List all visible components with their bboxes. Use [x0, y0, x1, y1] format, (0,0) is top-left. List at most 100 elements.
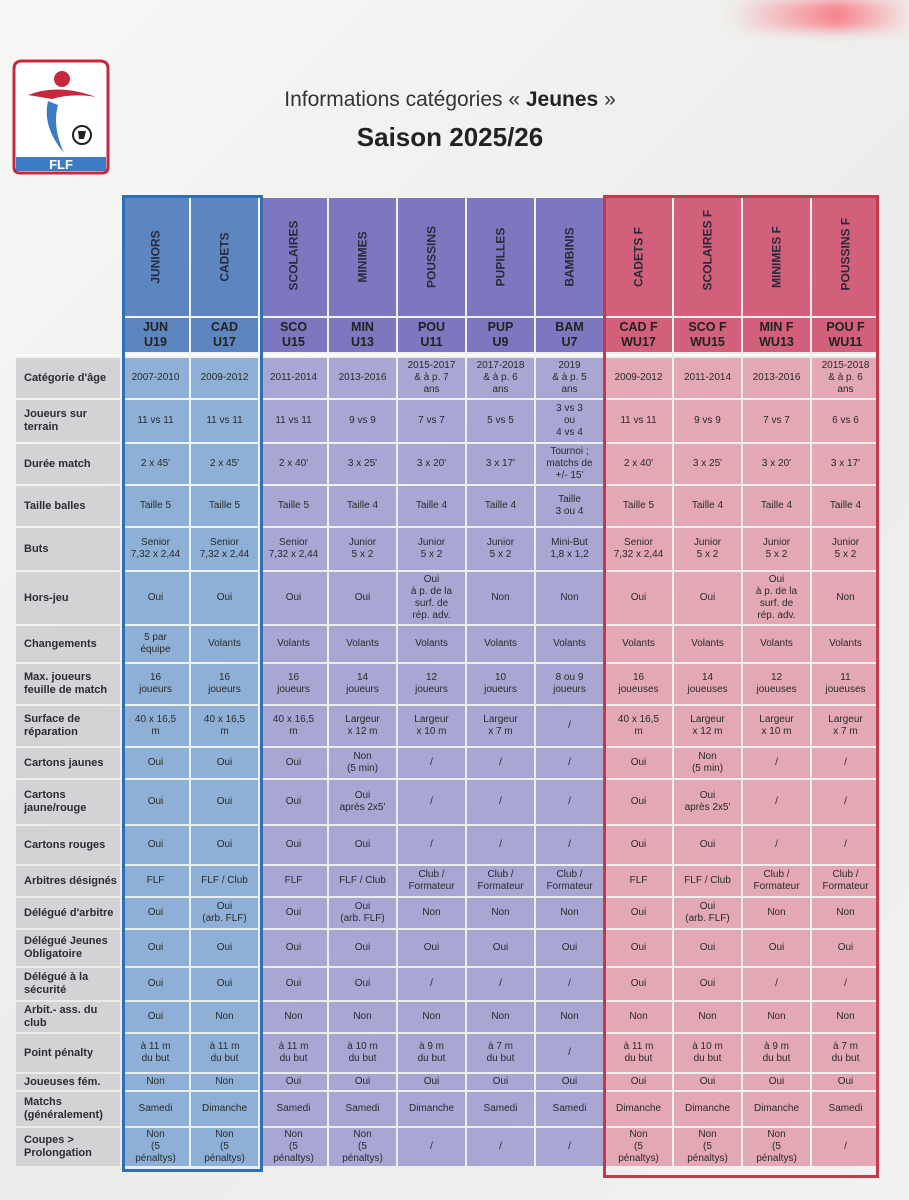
table-cell: Taille 4	[467, 486, 534, 526]
separator	[536, 354, 603, 356]
table-cell: Club / Formateur	[467, 866, 534, 896]
separator	[191, 354, 258, 356]
row-label: Max. joueurs feuille de match	[16, 664, 120, 704]
separator	[467, 354, 534, 356]
table-cell: Oui	[674, 930, 741, 966]
category-code: BAM U7	[536, 318, 603, 352]
table-cell: 2015-2017 & à p. 7 ans	[398, 358, 465, 398]
table-cell: Volants	[467, 626, 534, 662]
table-cell: Junior 5 x 2	[467, 528, 534, 570]
table-row: Arbit.- ass. du club Oui Non Non Non Non Non Non…	[16, 1002, 879, 1032]
table-cell: Oui	[398, 1074, 465, 1090]
table-cell: Oui	[674, 968, 741, 1000]
table-cell: Largeur x 10 m	[743, 706, 810, 746]
table-cell: Oui	[605, 898, 672, 928]
table-cell: à 7 m du but	[812, 1034, 879, 1072]
separator	[605, 354, 672, 356]
category-code-short: PUP	[487, 320, 514, 334]
table-cell: 2013-2016	[329, 358, 396, 398]
row-label: Joueurs sur terrain	[16, 400, 120, 442]
category-header: MINIMES F	[743, 198, 810, 316]
row-label: Délégué à la sécurité	[16, 968, 120, 1000]
table-cell: Oui	[398, 930, 465, 966]
flf-logo-icon: FLF	[12, 59, 110, 175]
table-cell: Samedi	[329, 1092, 396, 1126]
table-cell: Oui	[329, 572, 396, 624]
table-cell: Dimanche	[605, 1092, 672, 1126]
row-label: Cartons jaune/rouge	[16, 780, 120, 824]
table-cell: Oui	[329, 930, 396, 966]
table-cell: Oui	[605, 968, 672, 1000]
category-header: MINIMES	[329, 198, 396, 316]
category-header: SCOLAIRES F	[674, 198, 741, 316]
light-glare	[729, 0, 909, 30]
table-cell: Samedi	[812, 1092, 879, 1126]
category-name: POUSSINS	[424, 226, 439, 289]
table-cell: à 9 m du but	[743, 1034, 810, 1072]
table-row: Changements 5 par équipe Volants Volants Vola…	[16, 626, 879, 662]
table-cell: Non	[743, 1002, 810, 1032]
table-cell: Oui	[605, 780, 672, 824]
table-cell: Oui	[191, 572, 258, 624]
table-cell: Oui	[467, 1074, 534, 1090]
table-cell: Tournoi ; matchs de +/- 15'	[536, 444, 603, 484]
page-title: Informations catégories « Jeunes »	[284, 88, 616, 111]
category-code-short: MIN F	[759, 320, 794, 334]
category-name: PUPILLES	[493, 227, 508, 287]
table-cell: Oui	[122, 748, 189, 778]
table-cell: 2009-2012	[605, 358, 672, 398]
table-cell: Non	[191, 1074, 258, 1090]
category-code-short: BAM	[555, 320, 584, 334]
table-row: Cartons rouges Oui Oui Oui Oui / / / Oui Oui / /	[16, 826, 879, 864]
row-label: Buts	[16, 528, 120, 570]
table-cell: Dimanche	[743, 1092, 810, 1126]
table-cell: /	[743, 780, 810, 824]
season-title: Saison 2025/26	[356, 122, 544, 152]
table-cell: à 11 m du but	[260, 1034, 327, 1072]
table-cell: Samedi	[260, 1092, 327, 1126]
table-row: Matchs (généralement) Samedi Dimanche Samedi…	[16, 1092, 879, 1126]
row-label: Cartons rouges	[16, 826, 120, 864]
table-cell: Senior 7,32 x 2,44	[260, 528, 327, 570]
category-name: MINIMES F	[769, 226, 784, 288]
table-cell: Largeur x 10 m	[398, 706, 465, 746]
table-cell: Samedi	[467, 1092, 534, 1126]
table-row: Cartons jaunes Oui Oui Oui Non (5 min) / / / Oui N…	[16, 748, 879, 778]
category-code: SCO U15	[260, 318, 327, 352]
table-cell: Taille 4	[674, 486, 741, 526]
table-cell: Taille 5	[260, 486, 327, 526]
category-name: MINIMES	[355, 231, 370, 283]
table-cell: Volants	[398, 626, 465, 662]
table-cell: FLF	[260, 866, 327, 896]
row-label: Cartons jaunes	[16, 748, 120, 778]
separator	[260, 354, 327, 356]
table-cell: 16 joueuses	[605, 664, 672, 704]
table-cell: 2015-2018 & à p. 6 ans	[812, 358, 879, 398]
separator	[674, 354, 741, 356]
table-cell: Non (5 pénaltys)	[605, 1128, 672, 1166]
table-cell: à 10 m du but	[329, 1034, 396, 1072]
category-name: SCOLAIRES F	[700, 209, 715, 291]
table-cell: 2 x 45'	[191, 444, 258, 484]
table-cell: à 11 m du but	[605, 1034, 672, 1072]
table-cell: Non	[329, 1002, 396, 1032]
table-row: Cartons jaune/rouge Oui Oui Oui Oui après 2x5'…	[16, 780, 879, 824]
table-cell: Largeur x 12 m	[329, 706, 396, 746]
table-cell: Non	[812, 1002, 879, 1032]
table-cell: /	[536, 1034, 603, 1072]
table-row: Arbitres désignés FLF FLF / Club FLF FLF / C…	[16, 866, 879, 896]
table-cell: Non (5 min)	[329, 748, 396, 778]
table-cell: Non	[260, 1002, 327, 1032]
table-cell: à 11 m du but	[122, 1034, 189, 1072]
table-cell: Non	[536, 572, 603, 624]
table-cell: Oui	[191, 968, 258, 1000]
table-cell: Oui à p. de la surf. de rép. adv.	[743, 572, 810, 624]
table-cell: Oui	[122, 572, 189, 624]
table-cell: 11 vs 11	[122, 400, 189, 442]
table-cell: /	[536, 1128, 603, 1166]
category-code: SCO F WU15	[674, 318, 741, 352]
row-label: Changements	[16, 626, 120, 662]
table-cell: 2009-2012	[191, 358, 258, 398]
table-cell: /	[812, 780, 879, 824]
table-cell: Oui	[122, 826, 189, 864]
